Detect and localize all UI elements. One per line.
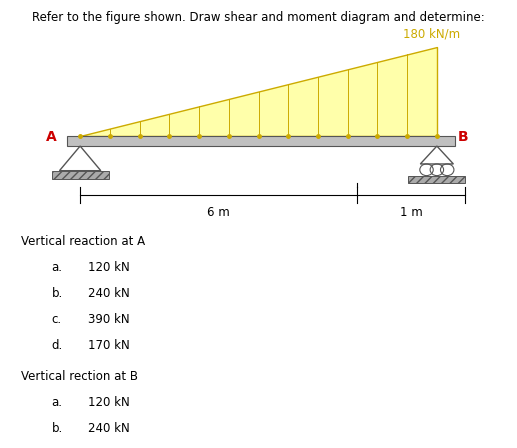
Polygon shape — [408, 176, 465, 183]
Text: 180 kN/m: 180 kN/m — [403, 27, 460, 40]
Polygon shape — [80, 47, 437, 136]
Text: b.: b. — [52, 287, 63, 300]
Text: B: B — [458, 129, 468, 144]
Polygon shape — [67, 136, 455, 146]
Text: b.: b. — [52, 422, 63, 435]
Text: 120 kN: 120 kN — [88, 396, 130, 409]
Text: c.: c. — [52, 313, 62, 326]
Text: Vertical rection at B: Vertical rection at B — [21, 370, 138, 383]
Text: Refer to the figure shown. Draw shear and moment diagram and determine:: Refer to the figure shown. Draw shear an… — [32, 11, 485, 24]
Text: a.: a. — [52, 396, 63, 409]
Text: a.: a. — [52, 261, 63, 274]
Text: d.: d. — [52, 339, 63, 352]
Text: Vertical reaction at A: Vertical reaction at A — [21, 235, 145, 248]
Text: 240 kN: 240 kN — [88, 422, 130, 435]
Text: 120 kN: 120 kN — [88, 261, 130, 274]
Text: 1 m: 1 m — [400, 206, 422, 219]
Text: 390 kN: 390 kN — [88, 313, 130, 326]
Text: 170 kN: 170 kN — [88, 339, 130, 352]
Polygon shape — [52, 171, 109, 179]
Text: 6 m: 6 m — [207, 206, 230, 219]
Text: A: A — [47, 129, 57, 144]
Text: 240 kN: 240 kN — [88, 287, 130, 300]
